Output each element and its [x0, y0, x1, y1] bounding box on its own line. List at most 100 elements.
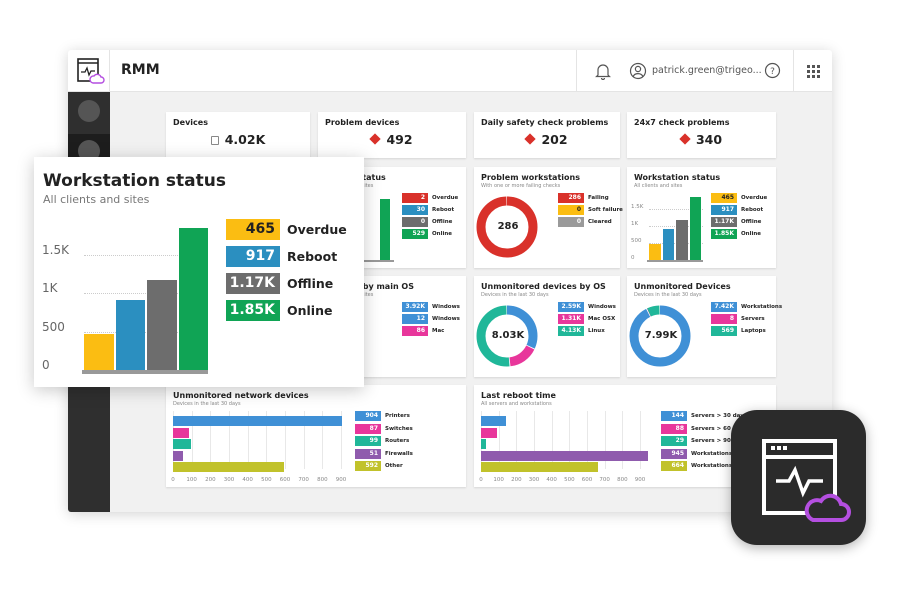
- gridline: [587, 411, 588, 469]
- legend-label: Workstations: [741, 304, 783, 310]
- bar: [173, 450, 183, 461]
- kpi-value: 202: [541, 132, 568, 147]
- gridline: [534, 411, 535, 469]
- legend-value: 917: [226, 246, 280, 267]
- app-title: RMM: [121, 62, 160, 78]
- apps-grid-icon[interactable]: [807, 64, 821, 83]
- legend-value: 0: [558, 205, 584, 215]
- legend-value: 2.59K: [558, 302, 584, 312]
- kpi-label: Devices: [173, 118, 208, 127]
- legend-value: 7.42K: [711, 302, 737, 312]
- card-title: Workstation status: [43, 171, 226, 191]
- bar: [173, 439, 192, 449]
- legend-label: Printers: [385, 413, 410, 419]
- x-tick-label: 600: [581, 477, 593, 483]
- legend-value: 2: [402, 193, 428, 203]
- bar: [173, 427, 190, 438]
- legend-label: Overdue: [287, 222, 347, 237]
- legend-label: Windows: [588, 304, 616, 310]
- kpi-card[interactable]: Devices 4.02K: [166, 112, 310, 158]
- donut-slice: [476, 305, 538, 367]
- legend-label: Switches: [385, 425, 413, 432]
- legend-label: Overdue: [741, 195, 768, 201]
- legend-label: Online: [287, 303, 333, 318]
- legend-value: 465: [711, 193, 737, 203]
- legend-label: Servers > 60 days: [691, 425, 748, 432]
- dashboard: Devices 4.02K Problem devices 492 Daily safe…: [68, 50, 832, 512]
- user-account-menu[interactable]: patrick.green@trigeo...: [652, 65, 762, 76]
- legend-label: Windows: [432, 316, 460, 322]
- bar: [173, 462, 284, 472]
- legend-label: Laptops: [741, 328, 766, 334]
- legend-value: 529: [402, 229, 428, 239]
- kpi-card[interactable]: 24x7 check problems 340: [627, 112, 776, 158]
- workstation-status-card: Workstation status All clients and sites 4…: [627, 167, 776, 268]
- legend-label: Servers: [741, 316, 765, 322]
- gridline: [266, 411, 268, 469]
- alert-icon: [369, 133, 382, 145]
- user-icon[interactable]: [629, 62, 647, 84]
- bar: [115, 299, 145, 370]
- card-title: Last reboot time: [481, 391, 556, 400]
- bell-icon[interactable]: [595, 62, 611, 84]
- legend-label: Workstations > 60 days: [691, 450, 765, 457]
- legend-value: 99: [355, 436, 381, 446]
- kpi-card[interactable]: Daily safety check problems 202: [474, 112, 620, 158]
- y-tick-label: 1K: [42, 281, 58, 296]
- legend-label: Servers > 30 days: [691, 413, 748, 419]
- card-title: Unmonitored network devices: [173, 391, 309, 400]
- gridline: [640, 411, 641, 469]
- sidebar-item[interactable]: [78, 100, 100, 122]
- donut-chart: [476, 196, 538, 258]
- kpi-value: 4.02K: [224, 132, 266, 147]
- help-icon[interactable]: ?: [764, 62, 781, 83]
- legend-value: 917: [711, 205, 737, 215]
- gridline: [622, 411, 624, 469]
- donut-chart: [629, 305, 691, 367]
- x-tick-label: 100: [493, 477, 504, 483]
- bar: [481, 439, 487, 449]
- legend-label: Cleared: [588, 219, 612, 225]
- gridline: [84, 293, 208, 295]
- rmm-window: RMM patrick.green@trigeo... ? Devices 4.0…: [68, 50, 832, 512]
- bar: [178, 228, 208, 370]
- x-tick-label: 300: [223, 477, 235, 483]
- legend-value: 945: [661, 448, 687, 459]
- unmonitored-devices-by-os-card: Unmonitored devices by OS Devices in the …: [474, 276, 620, 377]
- gridline: [84, 331, 208, 333]
- legend-value: 1.17K: [226, 273, 280, 294]
- card-subtitle: All clients and sites: [43, 193, 150, 206]
- legend-value: 1.31K: [558, 314, 584, 324]
- y-tick-label: 0: [631, 254, 635, 261]
- legend-value: 569: [711, 326, 737, 336]
- legend-value: 0: [402, 217, 428, 227]
- y-tick-label: 1.5K: [42, 243, 69, 257]
- x-tick-label: 0: [479, 477, 483, 483]
- baseline: [82, 370, 208, 374]
- legend-value: 29: [661, 436, 687, 446]
- legend-value: 86: [402, 326, 428, 336]
- x-tick-label: 600: [279, 477, 291, 483]
- app-logo-icon[interactable]: [68, 50, 110, 92]
- kpi-card[interactable]: Problem devices 492: [318, 112, 466, 158]
- workstation-status-card-enlarged: Workstation status All clients and sites…: [34, 157, 364, 387]
- legend-value: 12: [402, 314, 428, 324]
- alert-icon: [679, 133, 691, 145]
- donut-slice: [629, 305, 691, 367]
- x-tick-label: 500: [564, 477, 575, 483]
- x-tick-label: 400: [546, 477, 557, 483]
- legend-value: 4.13K: [558, 326, 584, 336]
- x-tick-label: 800: [617, 477, 628, 483]
- card-title: Workstation status: [634, 173, 721, 182]
- rmm-app-icon: [731, 410, 866, 545]
- legend-value: 286: [558, 193, 584, 203]
- divider: [793, 50, 794, 92]
- bar: [147, 280, 177, 370]
- x-tick-label: 700: [298, 477, 309, 483]
- svg-text:?: ?: [770, 67, 775, 77]
- legend-label: Online: [741, 231, 762, 237]
- legend-label: Reboot: [741, 207, 764, 213]
- gridline: [341, 411, 342, 469]
- x-tick-label: 800: [317, 477, 328, 483]
- legend-label: Soft failure: [588, 207, 623, 213]
